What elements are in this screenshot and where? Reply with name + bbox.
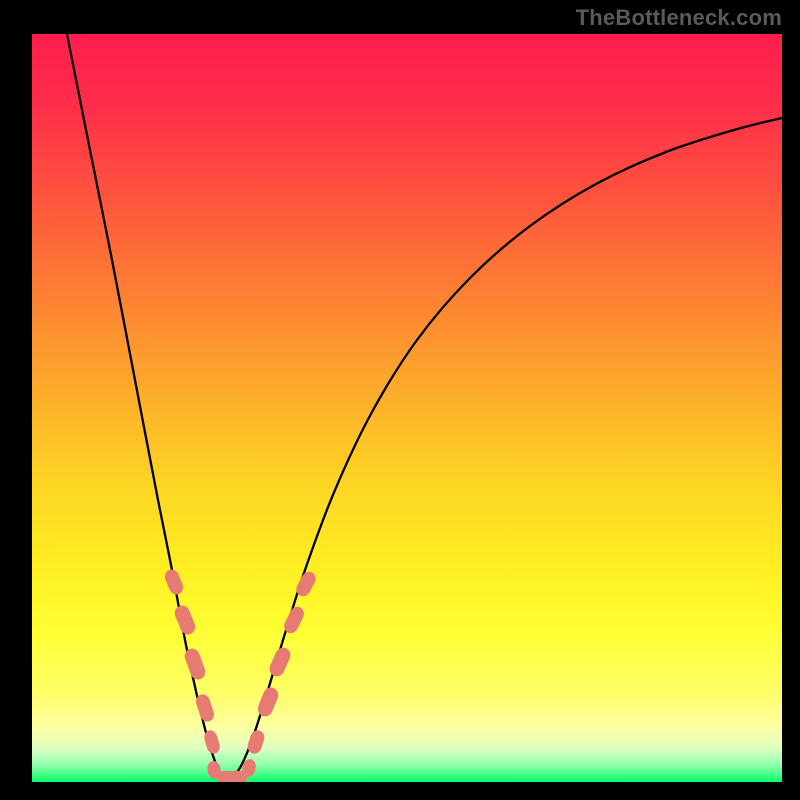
plot-background-gradient — [32, 34, 782, 782]
watermark-text: TheBottleneck.com — [576, 5, 782, 31]
chart-svg — [0, 0, 800, 800]
chart-container — [0, 0, 800, 800]
